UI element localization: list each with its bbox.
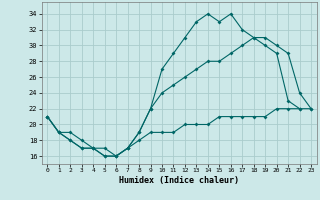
X-axis label: Humidex (Indice chaleur): Humidex (Indice chaleur) xyxy=(119,176,239,185)
